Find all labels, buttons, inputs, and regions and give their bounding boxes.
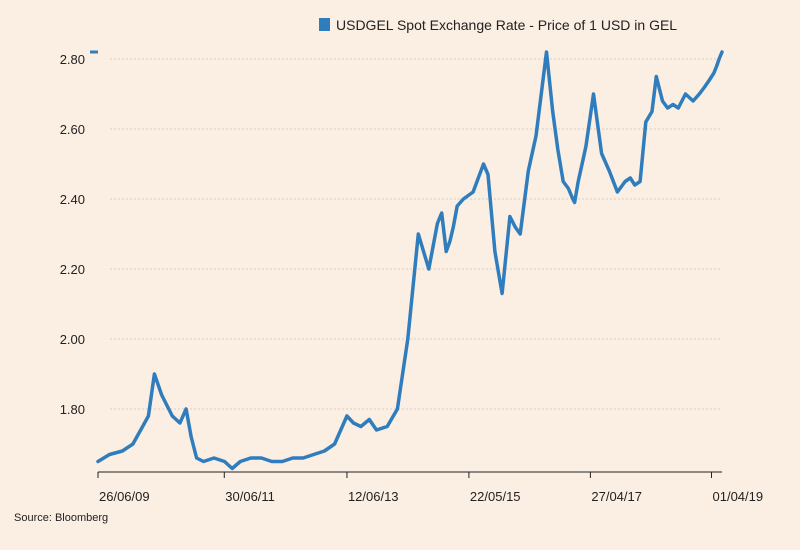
- x-tick-label: 01/04/19: [713, 489, 764, 504]
- y-tick-label: 1.80: [60, 402, 85, 417]
- source-note: Source: Bloomberg: [14, 512, 108, 524]
- legend-swatch: [319, 18, 330, 31]
- series-lines: [90, 50, 724, 471]
- x-tick-label: 27/04/17: [591, 489, 642, 504]
- y-tick-label: 2.40: [60, 192, 85, 207]
- x-axis: 26/06/09 30/06/11 12/06/13 22/05/15 27/04/17…: [97, 471, 764, 504]
- legend: USDGEL Spot Exchange Rate - Price of 1 U…: [319, 17, 677, 33]
- y-tick-label: 2.00: [60, 332, 85, 347]
- y-tick-label: 2.80: [60, 52, 85, 67]
- x-tick-label: 22/05/15: [470, 489, 521, 504]
- y-tick-label: 2.20: [60, 262, 85, 277]
- x-tick-label: 12/06/13: [348, 489, 399, 504]
- legend-label: USDGEL Spot Exchange Rate - Price of 1 U…: [336, 17, 677, 33]
- x-tick-label: 26/06/09: [99, 489, 150, 504]
- gridlines: [110, 58, 722, 410]
- y-axis: 2.80 2.60 2.40 2.20 2.00 1.80: [60, 52, 85, 417]
- series-line: [96, 50, 724, 471]
- x-tick-label: 30/06/11: [225, 489, 275, 504]
- y-tick-label: 2.60: [60, 122, 85, 137]
